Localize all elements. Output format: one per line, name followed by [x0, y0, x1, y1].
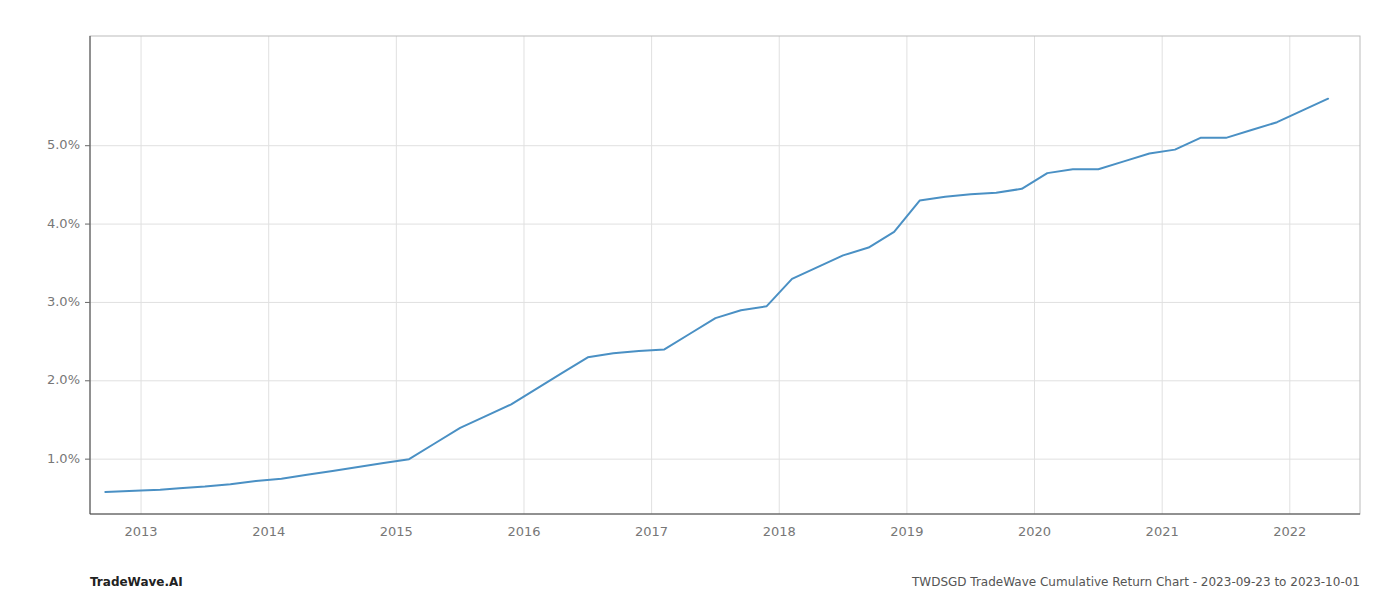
tick-mark [85, 145, 90, 146]
x-tick-label: 2022 [1273, 524, 1306, 539]
x-tick-label: 2020 [1018, 524, 1051, 539]
line [105, 99, 1328, 492]
x-tick-label: 2021 [1146, 524, 1179, 539]
grid-line [268, 36, 269, 514]
y-tick-label: 5.0% [47, 137, 80, 152]
chart: 1.0% 2.0% 3.0% 4.0% 5.0% 2013 2014 2015 2016 2017… [0, 0, 1400, 600]
y-tick-label: 1.0% [47, 451, 80, 466]
footer-right: TWDSGD TradeWave Cumulative Return Chart… [911, 575, 1360, 589]
tick-mark [85, 224, 90, 225]
axes: 1.0% 2.0% 3.0% 4.0% 5.0% 2013 2014 2015 2016 2017… [47, 36, 1360, 539]
y-tick-label: 4.0% [47, 216, 80, 231]
grid-line [779, 36, 780, 514]
x-tick-label: 2018 [763, 524, 796, 539]
tick-mark [85, 459, 90, 460]
tick-mark [85, 380, 90, 381]
grid [90, 36, 1360, 514]
grid-line [90, 302, 1360, 303]
tick-mark [85, 302, 90, 303]
grid-line [396, 36, 397, 514]
x-tick-label: 2015 [380, 524, 413, 539]
grid-line [90, 380, 1360, 381]
grid-line [1034, 36, 1035, 514]
grid-line [906, 36, 907, 514]
grid-line [1162, 36, 1163, 514]
plot-frame [90, 36, 1360, 514]
y-tick-label: 3.0% [47, 294, 80, 309]
grid-line [1289, 36, 1290, 514]
grid-line [651, 36, 652, 514]
x-tick-label: 2016 [507, 524, 540, 539]
y-axis-line [90, 36, 91, 514]
grid-line [523, 36, 524, 514]
footer-left: TradeWave.AI [90, 575, 183, 589]
x-tick-label: 2014 [252, 524, 285, 539]
grid-line [141, 36, 142, 514]
plot-area [105, 99, 1328, 492]
x-tick-label: 2013 [125, 524, 158, 539]
grid-line [90, 224, 1360, 225]
grid-line [90, 459, 1360, 460]
y-tick-label: 2.0% [47, 372, 80, 387]
x-tick-label: 2017 [635, 524, 668, 539]
x-axis-line [90, 514, 1360, 515]
grid-line [90, 145, 1360, 146]
x-tick-label: 2019 [890, 524, 923, 539]
background [0, 0, 1400, 600]
